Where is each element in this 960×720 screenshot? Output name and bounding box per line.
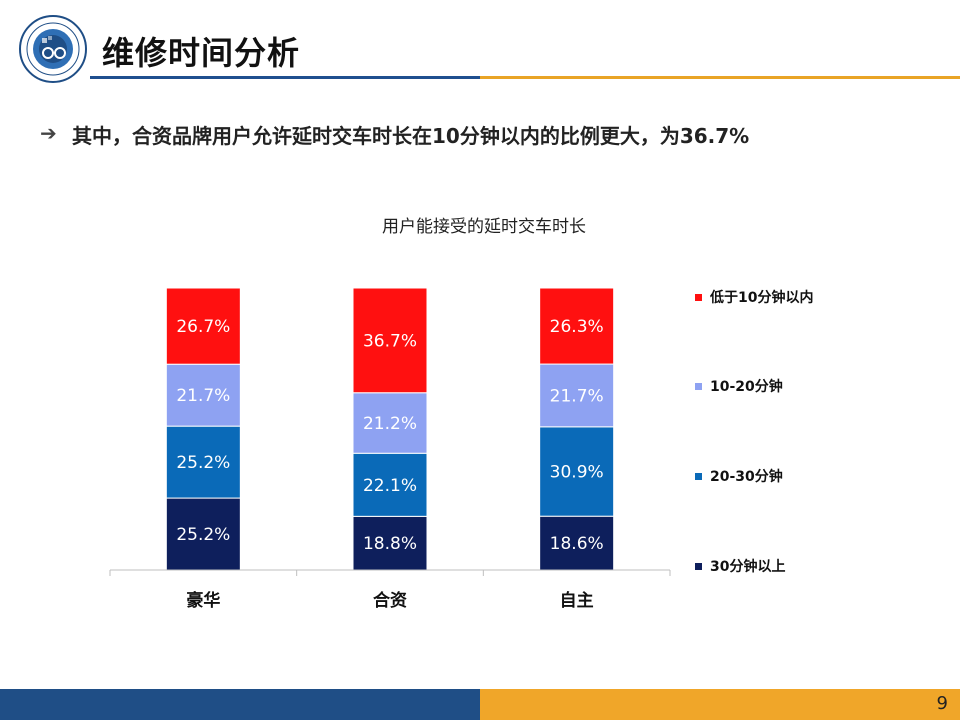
chart-title: 用户能接受的延时交车时长 [382, 217, 586, 237]
footer-bar-blue [0, 689, 480, 720]
bar-segment [539, 287, 615, 365]
bar-data-label: 26.3% [550, 317, 604, 337]
legend-swatch [695, 563, 702, 570]
bar-segment [539, 363, 615, 428]
title-underline-orange [480, 76, 960, 79]
organization-logo [19, 15, 87, 83]
legend-label: 20-30分钟 [710, 468, 783, 485]
bar-data-label: 25.2% [176, 453, 230, 473]
bar-segment [539, 426, 615, 517]
x-axis-category-label: 豪华 [186, 590, 220, 611]
bar-segment [539, 515, 615, 571]
x-axis-category-label: 合资 [373, 590, 407, 611]
bullet-point-text: 其中，合资品牌用户允许延时交车时长在10分钟以内的比例更大，为36.7% [72, 124, 750, 148]
page-number: 9 [936, 693, 948, 714]
bar-data-label: 26.7% [176, 317, 230, 337]
arrow-right-icon: ➔ [40, 121, 57, 145]
legend-label: 10-20分钟 [710, 378, 783, 395]
bar-data-label: 21.7% [550, 386, 604, 406]
legend-label: 30分钟以上 [710, 558, 785, 575]
bar-segment [165, 425, 241, 499]
x-axis-category-label: 自主 [560, 590, 594, 611]
bar-data-label: 18.8% [363, 534, 417, 554]
legend-label: 低于10分钟以内 [709, 289, 813, 306]
page-title: 维修时间分析 [102, 34, 301, 72]
legend-swatch [695, 294, 702, 301]
bar-data-label: 30.9% [550, 463, 604, 483]
bar-segment [165, 497, 241, 571]
legend-swatch [695, 473, 702, 480]
bar-segment [165, 363, 241, 427]
bar-segment [165, 287, 241, 365]
bar-data-label: 22.1% [363, 476, 417, 496]
bar-data-label: 18.6% [550, 534, 604, 554]
bar-data-label: 21.7% [176, 386, 230, 406]
bar-segment [352, 287, 428, 394]
footer-bar-orange [480, 689, 960, 720]
bar-segment [352, 392, 428, 454]
legend-swatch [695, 383, 702, 390]
bar-data-label: 36.7% [363, 331, 417, 351]
title-underline-blue [90, 76, 480, 79]
bar-data-label: 25.2% [176, 525, 230, 545]
bar-data-label: 21.2% [363, 414, 417, 434]
